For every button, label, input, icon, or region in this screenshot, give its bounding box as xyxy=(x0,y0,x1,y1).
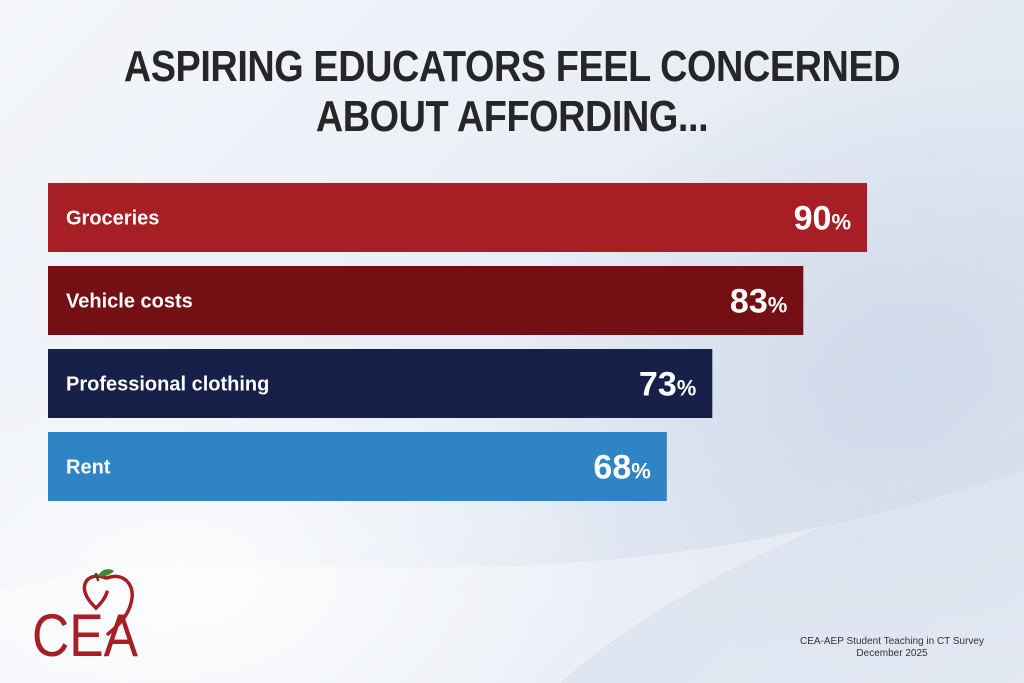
bar-professional-clothing xyxy=(48,349,713,418)
bar-label: Groceries xyxy=(66,208,159,230)
cea-logo: CEA xyxy=(32,569,138,663)
source-line-2: December 2025 xyxy=(856,648,928,659)
chart-title: ASPIRING EDUCATORS FEEL CONCERNED ABOUT … xyxy=(72,42,953,142)
source-line-1: CEA-AEP Student Teaching in CT Survey xyxy=(800,636,984,647)
bar-groceries xyxy=(48,183,867,252)
source-note: CEA-AEP Student Teaching in CT Survey De… xyxy=(792,636,992,660)
bar-rent xyxy=(48,432,667,501)
logo-text: CEA xyxy=(32,602,138,663)
bar-label: Vehicle costs xyxy=(66,291,193,313)
title-line-1: ASPIRING EDUCATORS FEEL CONCERNED xyxy=(123,42,901,91)
bar-label: Professional clothing xyxy=(66,374,269,396)
apple-icon xyxy=(82,569,134,636)
title-line-2: ABOUT AFFORDING... xyxy=(315,92,709,141)
bar-vehicle-costs xyxy=(48,266,804,335)
bar-label: Rent xyxy=(66,457,111,479)
